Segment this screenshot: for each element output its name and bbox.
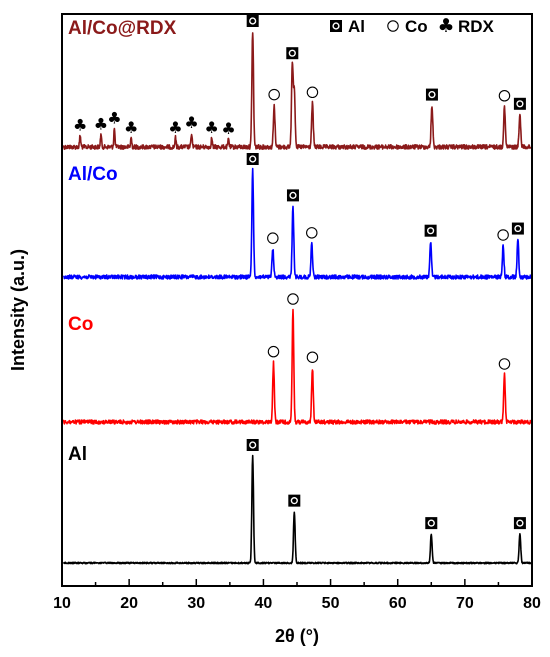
legend-label: RDX xyxy=(458,17,495,36)
x-tick-label: 80 xyxy=(523,595,541,612)
co-marker xyxy=(287,293,299,305)
legend-label: Co xyxy=(405,17,428,36)
co-marker xyxy=(498,358,511,370)
al-marker xyxy=(246,15,259,27)
co-marker xyxy=(267,345,280,358)
series-label: Al/Co xyxy=(68,164,118,185)
x-axis-ticks xyxy=(61,579,533,586)
al-marker xyxy=(511,222,524,235)
series-traces xyxy=(62,32,532,565)
rdx-marker: ♣ xyxy=(184,113,198,132)
x-tick-label: 60 xyxy=(389,595,407,612)
series-label: Co xyxy=(68,314,93,335)
series-line xyxy=(62,32,532,150)
series-line xyxy=(62,167,532,280)
al-marker xyxy=(425,88,438,101)
legend-label: Al xyxy=(348,17,365,36)
x-tick-label: 10 xyxy=(53,595,71,612)
rdx-marker: ♣ xyxy=(221,119,235,138)
rdx-marker: ♣ xyxy=(94,114,108,133)
al-marker xyxy=(330,20,342,32)
al-marker xyxy=(425,517,438,530)
series-label: Al/Co@RDX xyxy=(68,18,177,39)
al-marker xyxy=(246,153,259,165)
x-tick-label: 40 xyxy=(255,595,273,612)
co-marker xyxy=(306,351,319,363)
co-marker xyxy=(306,86,319,99)
al-marker xyxy=(286,189,299,202)
x-axis-label: 2θ (°) xyxy=(275,626,319,646)
series-labels: Al/Co@RDX Al/Co Co Al xyxy=(68,18,177,465)
rdx-marker: ♣ xyxy=(107,109,121,128)
x-tick-label: 70 xyxy=(456,595,474,612)
al-marker xyxy=(513,97,526,110)
co-marker xyxy=(387,20,399,32)
al-marker xyxy=(288,494,301,507)
x-tick-label: 20 xyxy=(120,595,138,612)
series-label: Al xyxy=(68,444,87,465)
co-marker xyxy=(306,227,318,239)
co-marker xyxy=(268,88,280,101)
co-marker xyxy=(498,90,511,102)
x-tick-label: 50 xyxy=(322,595,340,612)
al-marker xyxy=(286,47,299,60)
rdx-marker: ♣ xyxy=(124,118,138,137)
series-line xyxy=(62,454,532,565)
y-axis-label: Intensity (a.u.) xyxy=(8,249,28,371)
rdx-marker: ♣ xyxy=(205,118,219,137)
x-tick-label: 30 xyxy=(187,595,205,612)
peak-markers: ♣ ♣ ♣ ♣ ♣ ♣ ♣ ♣ xyxy=(73,15,526,530)
al-marker xyxy=(513,517,526,530)
series-line xyxy=(62,308,532,425)
x-axis-tick-labels: 10 20 30 40 50 60 70 80 xyxy=(53,595,541,612)
co-marker xyxy=(497,229,509,241)
rdx-legend-symbol: ♣ xyxy=(437,15,454,37)
al-marker xyxy=(424,224,437,237)
rdx-marker: ♣ xyxy=(73,116,87,135)
rdx-marker: ♣ xyxy=(168,118,182,137)
co-marker xyxy=(267,232,279,244)
legend: Al Co ♣ RDX xyxy=(330,15,495,37)
al-marker xyxy=(246,439,259,451)
